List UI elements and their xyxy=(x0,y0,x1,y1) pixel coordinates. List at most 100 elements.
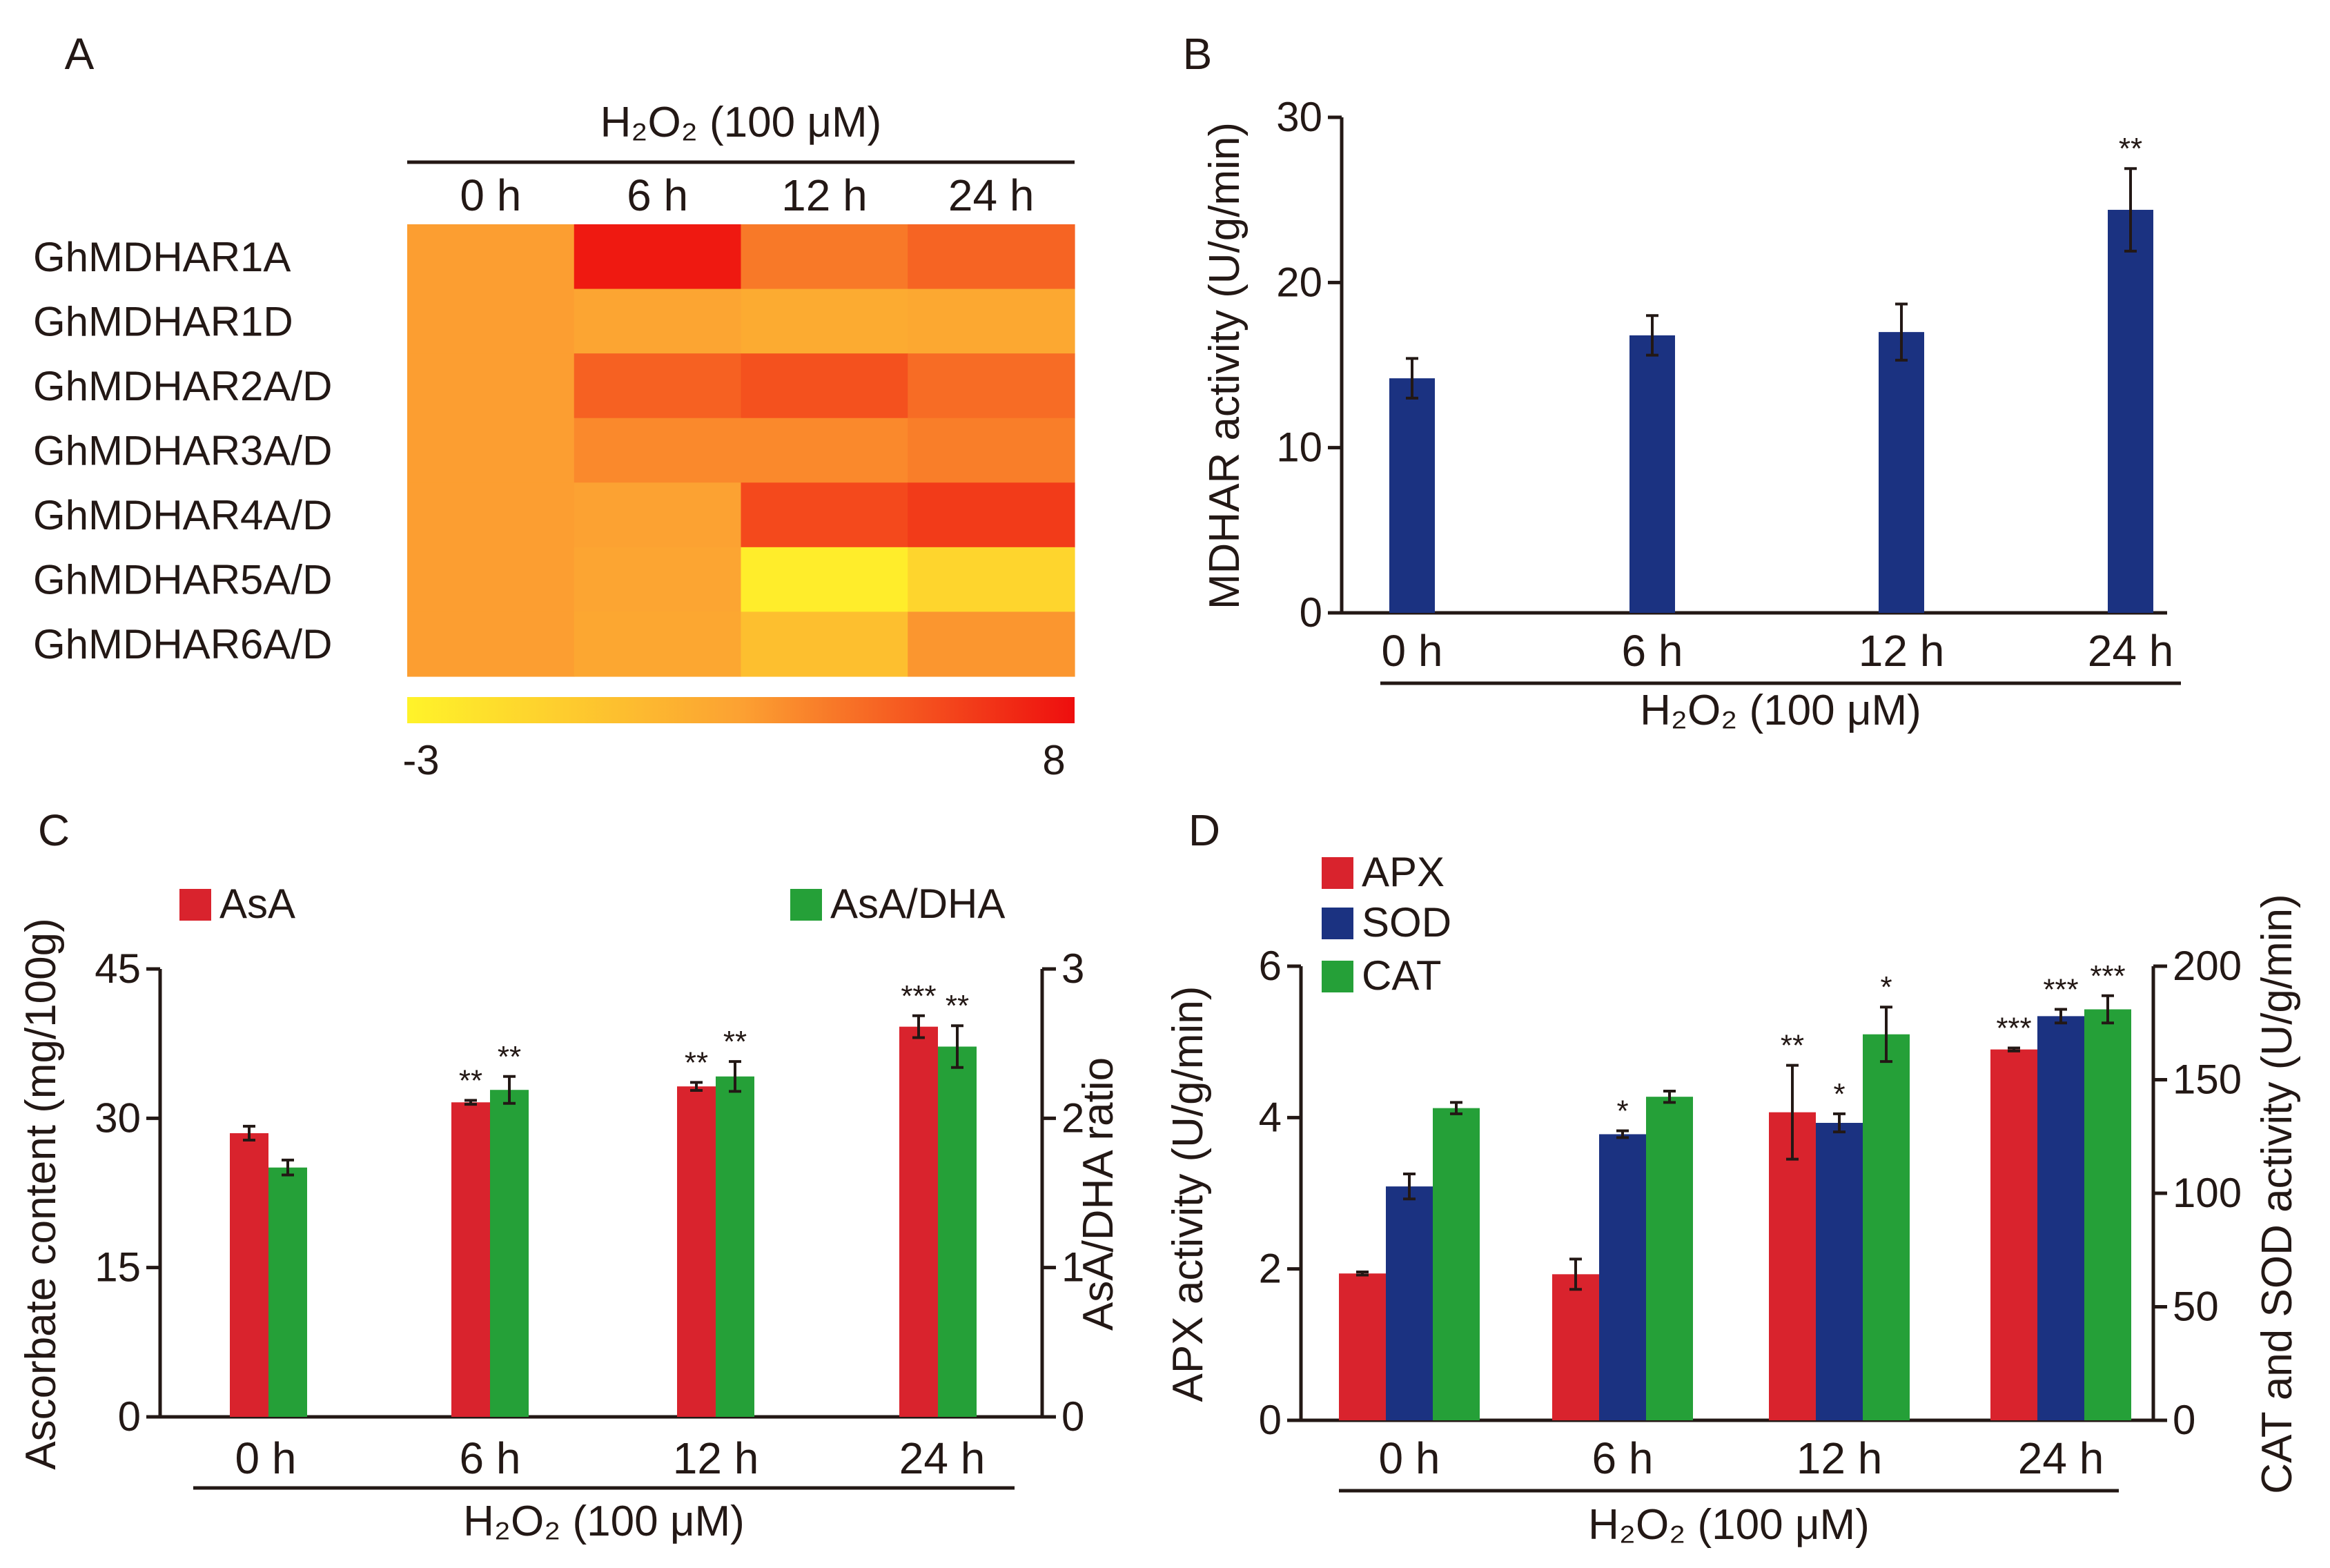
panel-letter-d: D xyxy=(1188,805,1220,855)
x-category-label-24-h: 24 h xyxy=(899,1433,986,1483)
bar-cat-12-h xyxy=(1863,1034,1910,1420)
heatmap-cell xyxy=(908,482,1075,548)
panel-d-enzyme-chart: D 0 2 4 6 0 50 100 150 200 APX activity (U/g/min) C… xyxy=(1164,805,2301,1549)
bar-asa-0-h xyxy=(230,1133,268,1417)
bar-asa-12-h xyxy=(677,1086,716,1417)
heatmap-cell xyxy=(908,418,1075,483)
legend-swatch-sod xyxy=(1322,908,1353,939)
heatmap-row-label-ghmdhar2a-d: GhMDHAR2A/D xyxy=(33,363,332,409)
y-tick-label-left: 0 xyxy=(1300,589,1322,636)
y-axis-title-left: Ascorbate content (mg/100g) xyxy=(17,918,65,1470)
heatmap-col-label-12-h: 12 h xyxy=(781,170,868,220)
condition-label: H₂O₂ (100 μM) xyxy=(463,1498,745,1545)
color-scale-max-label: 8 xyxy=(1042,737,1065,783)
y-tick-label-right: 100 xyxy=(2173,1170,2242,1216)
heatmap-cell xyxy=(908,353,1075,419)
y-axis-title-left: APX activity (U/g/min) xyxy=(1164,986,1212,1402)
y-tick-label-left: 15 xyxy=(95,1244,141,1291)
heatmap-cell xyxy=(407,547,575,613)
y-tick-label-right: 0 xyxy=(2173,1397,2195,1443)
heatmap-cell xyxy=(407,418,575,483)
legend-label-asa: AsA xyxy=(219,881,295,927)
bar-asa-dha-6-h xyxy=(490,1090,529,1417)
legend-swatch-asa-dha xyxy=(790,889,822,921)
y-tick-label-right: 1 xyxy=(1061,1244,1084,1291)
significance-marker: * xyxy=(1880,970,1892,1004)
bar-value-0-h xyxy=(1389,378,1435,613)
heatmap-row-label-ghmdhar1a: GhMDHAR1A xyxy=(33,234,291,280)
legend-label-cat: CAT xyxy=(1362,952,1442,999)
heatmap-cell xyxy=(407,353,575,419)
bar-apx-24-h xyxy=(1990,1049,2037,1420)
significance-marker: ** xyxy=(498,1040,521,1074)
heatmap-cell xyxy=(574,611,742,677)
y-tick-label-left: 2 xyxy=(1259,1246,1282,1292)
x-category-label-12-h: 12 h xyxy=(1797,1433,1883,1483)
legend-swatch-cat xyxy=(1322,961,1353,992)
heatmap-row-label-ghmdhar1d: GhMDHAR1D xyxy=(33,298,293,344)
heatmap-cell xyxy=(407,482,575,548)
legend-swatch-apx xyxy=(1322,857,1353,889)
bar-sod-24-h xyxy=(2037,1016,2084,1420)
x-category-label-12-h: 12 h xyxy=(1859,626,1945,676)
heatmap-row-label-ghmdhar5a-d: GhMDHAR5A/D xyxy=(33,557,332,603)
heatmap-cell xyxy=(741,288,908,354)
significance-marker: ** xyxy=(2119,132,2142,166)
x-category-label-12-h: 12 h xyxy=(673,1433,759,1483)
heatmap-cell xyxy=(741,224,908,290)
y-tick-label-right: 3 xyxy=(1061,945,1084,992)
y-tick-label-right: 2 xyxy=(1061,1095,1084,1141)
legend-label-sod: SOD xyxy=(1362,899,1451,945)
panel-letter-b: B xyxy=(1183,29,1213,79)
heatmap-row-label-ghmdhar6a-d: GhMDHAR6A/D xyxy=(33,621,332,667)
y-axis-title-right: CAT and SOD activity (U/g/min) xyxy=(2253,894,2301,1493)
bar-sod-12-h xyxy=(1816,1123,1863,1420)
significance-marker: *** xyxy=(1996,1011,2031,1045)
y-tick-label-right: 0 xyxy=(1061,1393,1084,1440)
bar-cat-24-h xyxy=(2084,1009,2131,1420)
bar-value-24-h xyxy=(2108,210,2153,613)
significance-marker: *** xyxy=(901,979,936,1013)
bar-asa-6-h xyxy=(451,1102,490,1417)
heatmap-cell xyxy=(908,611,1075,677)
bar-asa-dha-12-h xyxy=(716,1076,754,1417)
x-category-label-6-h: 6 h xyxy=(1592,1433,1654,1483)
y-tick-label-left: 0 xyxy=(1259,1397,1282,1443)
condition-label: H₂O₂ (100 μM) xyxy=(1588,1501,1870,1549)
heatmap-col-label-24-h: 24 h xyxy=(948,170,1035,220)
heatmap-cell xyxy=(908,288,1075,354)
heatmap-cell xyxy=(741,611,908,677)
significance-marker: ** xyxy=(946,989,969,1023)
heatmap-col-label-6-h: 6 h xyxy=(627,170,688,220)
panel-b-mdhar-chart: B 0 10 20 30 MDHAR activity (U/g/min) 0 h 6 h 12… xyxy=(1183,29,2181,734)
y-axis-title-left: MDHAR activity (U/g/min) xyxy=(1201,122,1249,609)
heatmap-cell xyxy=(407,611,575,677)
x-category-label-0-h: 0 h xyxy=(1382,626,1443,676)
y-tick-label-left: 10 xyxy=(1276,424,1322,471)
significance-marker: ** xyxy=(459,1064,482,1097)
bar-cat-0-h xyxy=(1433,1108,1480,1420)
significance-marker: * xyxy=(1833,1077,1845,1111)
x-category-label-0-h: 0 h xyxy=(1379,1433,1440,1483)
significance-marker: ** xyxy=(1781,1029,1804,1063)
bar-value-12-h xyxy=(1879,332,1924,613)
x-category-label-6-h: 6 h xyxy=(460,1433,521,1483)
heatmap-cell xyxy=(741,418,908,483)
heatmap-cell xyxy=(407,224,575,290)
heatmap-condition-label: H₂O₂ (100 μM) xyxy=(600,99,882,146)
significance-marker: * xyxy=(1616,1095,1628,1128)
x-category-label-0-h: 0 h xyxy=(235,1433,297,1483)
heatmap-cell xyxy=(407,288,575,354)
bar-asa-dha-24-h xyxy=(938,1046,977,1417)
panel-c-ascorbate-chart: C 0 15 30 45 0 1 2 3 Ascorbate content (mg/100g) A… xyxy=(17,805,1122,1545)
heatmap-cell xyxy=(574,224,742,290)
heatmap-cell xyxy=(574,288,742,354)
panel-letter-a: A xyxy=(65,29,95,79)
legend-label-apx: APX xyxy=(1362,849,1445,895)
y-tick-label-right: 50 xyxy=(2173,1284,2219,1330)
heatmap-col-label-0-h: 0 h xyxy=(460,170,521,220)
significance-marker: *** xyxy=(2043,973,2078,1007)
x-category-label-6-h: 6 h xyxy=(1622,626,1683,676)
legend-swatch-asa xyxy=(179,889,211,921)
